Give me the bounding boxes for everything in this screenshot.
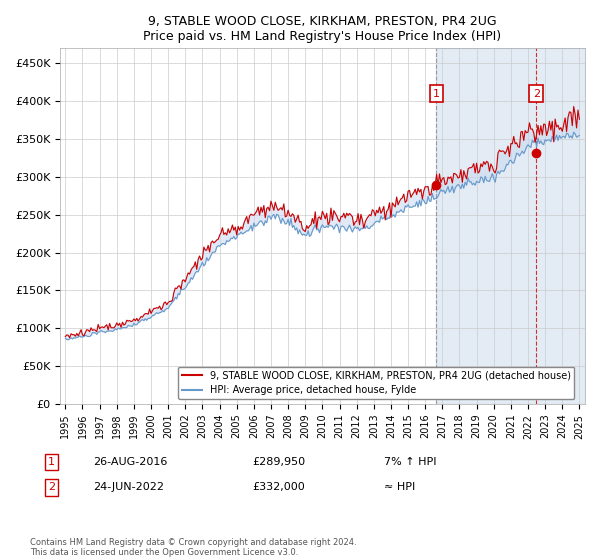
Text: ≈ HPI: ≈ HPI: [384, 482, 415, 492]
Text: 2: 2: [48, 482, 55, 492]
Text: 7% ↑ HPI: 7% ↑ HPI: [384, 457, 437, 467]
Text: £332,000: £332,000: [252, 482, 305, 492]
Text: Contains HM Land Registry data © Crown copyright and database right 2024.
This d: Contains HM Land Registry data © Crown c…: [30, 538, 356, 557]
Text: 24-JUN-2022: 24-JUN-2022: [93, 482, 164, 492]
Title: 9, STABLE WOOD CLOSE, KIRKHAM, PRESTON, PR4 2UG
Price paid vs. HM Land Registry': 9, STABLE WOOD CLOSE, KIRKHAM, PRESTON, …: [143, 15, 502, 43]
Text: 1: 1: [433, 88, 440, 99]
Text: 1: 1: [48, 457, 55, 467]
Legend: 9, STABLE WOOD CLOSE, KIRKHAM, PRESTON, PR4 2UG (detached house), HPI: Average p: 9, STABLE WOOD CLOSE, KIRKHAM, PRESTON, …: [178, 366, 574, 399]
Bar: [436, 48, 584, 404]
Text: 26-AUG-2016: 26-AUG-2016: [93, 457, 167, 467]
Text: 2: 2: [533, 88, 540, 99]
Text: £289,950: £289,950: [252, 457, 305, 467]
